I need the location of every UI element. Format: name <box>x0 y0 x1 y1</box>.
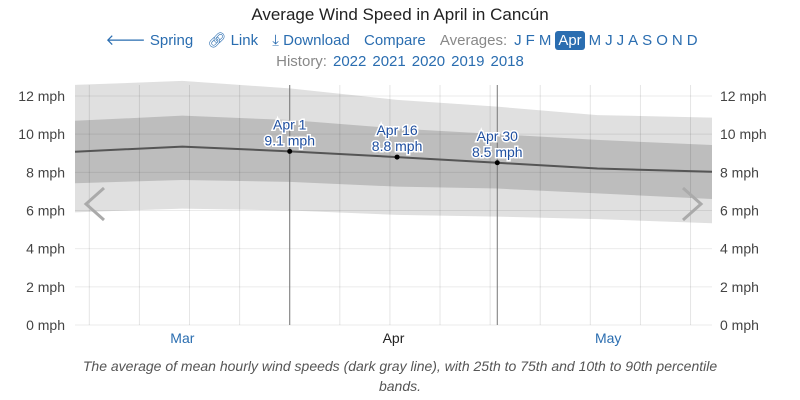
month-link-8[interactable]: S <box>642 32 653 49</box>
y-tick-label-right: 2 mph <box>720 279 759 295</box>
month-label: Mar <box>170 330 194 346</box>
annotation-value: 9.1 mph <box>264 132 315 148</box>
y-tick-label-right: 6 mph <box>720 203 759 219</box>
compare-button[interactable]: Compare <box>364 32 426 49</box>
nav-bar: 🡐 Spring 🔗︎ Link ⤓ Download Compare Aver… <box>0 30 800 50</box>
link-icon: 🔗︎ <box>207 32 227 49</box>
wind-speed-chart: 0 mph 0 mph 2 mph 2 mph 4 mph 4 mph 6 mph 6 mph… <box>18 80 767 346</box>
link-button[interactable]: 🔗︎ Link <box>207 32 259 49</box>
y-tick-label-right: 12 mph <box>720 88 767 104</box>
year-links: 2022 2021 2020 2019 2018 <box>330 53 527 70</box>
month-link-7[interactable]: A <box>628 32 639 49</box>
annotation-value: 8.8 mph <box>372 138 423 154</box>
annotation-point <box>287 148 293 154</box>
y-tick-label-right: 8 mph <box>720 164 759 180</box>
annotation-value: 8.5 mph <box>472 144 523 160</box>
chart-caption: The average of mean hourly wind speeds (… <box>82 358 718 394</box>
month-link-6[interactable]: J <box>616 32 625 49</box>
history-bar: History: 2022 2021 2020 2019 2018 <box>0 53 800 70</box>
download-button[interactable]: ⤓ Download <box>272 32 350 49</box>
annotation-date: Apr 30 <box>477 128 518 144</box>
y-tick-label-left: 0 mph <box>26 317 65 333</box>
month-link-11[interactable]: D <box>686 32 698 49</box>
y-tick-label-right: 4 mph <box>720 241 759 257</box>
chevron-left-icon[interactable] <box>83 186 105 222</box>
month-label: Apr <box>383 330 405 346</box>
averages-label: Averages: <box>439 32 508 49</box>
y-tick-label-left: 6 mph <box>26 203 65 219</box>
year-link-2021[interactable]: 2021 <box>372 53 406 70</box>
month-link-0[interactable]: J <box>514 32 522 49</box>
month-link-4[interactable]: M <box>588 32 602 49</box>
annotation-date: Apr 16 <box>376 122 417 138</box>
annotation-point <box>494 160 500 166</box>
y-tick-label-left: 8 mph <box>26 164 65 180</box>
month-selector: J F M Apr M J J A S O N D <box>512 31 699 50</box>
y-tick-label-right: 0 mph <box>720 317 759 333</box>
annotation-date: Apr 1 <box>273 116 307 132</box>
download-icon: ⤓ <box>272 32 279 49</box>
annotation-point <box>394 154 400 160</box>
month-link-1[interactable]: F <box>525 32 535 49</box>
back-spring-link[interactable]: 🡐 Spring <box>105 32 194 49</box>
arrow-left-icon: 🡐 <box>105 32 146 49</box>
chart-title: Average Wind Speed in April in Cancún <box>251 5 549 24</box>
month-link-2[interactable]: M <box>538 32 552 49</box>
month-link-9[interactable]: O <box>656 32 668 49</box>
year-link-2019[interactable]: 2019 <box>451 53 485 70</box>
y-tick-label-left: 2 mph <box>26 279 65 295</box>
month-link-3[interactable]: Apr <box>555 31 585 50</box>
y-tick-label-left: 4 mph <box>26 241 65 257</box>
month-link-10[interactable]: N <box>671 32 683 49</box>
y-tick-label-left: 10 mph <box>18 126 65 142</box>
chevron-right-icon[interactable] <box>682 186 704 222</box>
year-link-2018[interactable]: 2018 <box>490 53 524 70</box>
month-label: May <box>595 330 621 346</box>
y-tick-label-right: 10 mph <box>720 126 767 142</box>
year-link-2020[interactable]: 2020 <box>411 53 446 70</box>
month-link-5[interactable]: J <box>605 32 613 49</box>
y-tick-label-left: 12 mph <box>18 88 65 104</box>
year-link-2022[interactable]: 2022 <box>332 53 367 70</box>
history-label: History: <box>276 53 327 70</box>
